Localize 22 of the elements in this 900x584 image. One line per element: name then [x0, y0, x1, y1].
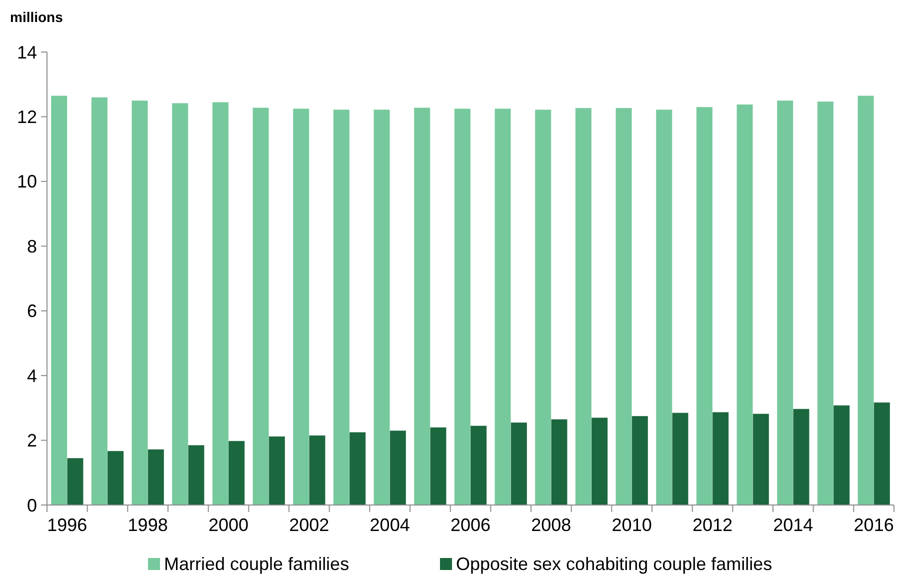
y-tick-label: 6	[26, 301, 37, 322]
x-tick-label: 2016	[854, 515, 894, 535]
x-tick-label: 2006	[450, 515, 491, 535]
x-tick-label: 1998	[128, 515, 168, 535]
legend-label: Opposite sex cohabiting couple families	[456, 554, 772, 574]
legend-label: Married couple families	[164, 554, 350, 574]
y-tick-label: 12	[16, 107, 37, 128]
y-tick-label: 14	[16, 42, 37, 62]
y-tick-label: 8	[26, 236, 37, 256]
y-tick-label: 0	[26, 495, 37, 516]
x-tick-label: 2008	[531, 515, 572, 535]
y-tick-label: 4	[26, 366, 37, 386]
x-tick-label: 2000	[208, 515, 249, 535]
x-tick-label: 2010	[612, 515, 652, 535]
x-tick-label: 2004	[370, 515, 410, 535]
y-tick-label: 10	[16, 172, 37, 192]
y-tick-label: 2	[26, 430, 37, 451]
x-tick-label: 2012	[692, 515, 733, 535]
x-tick-label: 2014	[773, 515, 814, 535]
x-tick-label: 1996	[47, 515, 88, 535]
x-tick-label: 2002	[289, 515, 330, 535]
y-axis-title: millions	[10, 9, 64, 25]
